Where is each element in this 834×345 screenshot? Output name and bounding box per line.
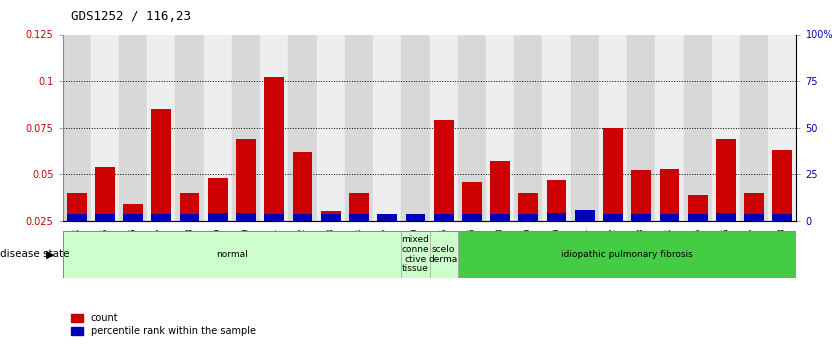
Bar [575,210,595,221]
Bar [631,214,651,221]
Bar [179,214,199,221]
Bar [123,204,143,221]
Text: mixed
conne
ctive
tissue: mixed conne ctive tissue [401,235,430,274]
Bar [405,214,425,221]
Bar [293,214,313,221]
Bar [123,214,143,221]
Bar [373,34,401,221]
Bar [716,139,736,221]
Bar [148,34,175,221]
Bar [599,34,627,221]
Bar [768,34,796,221]
Bar [744,193,764,221]
Bar [232,34,260,221]
Bar [772,150,792,221]
Bar [321,214,340,221]
Bar [486,34,515,221]
Bar [462,182,482,221]
Bar [91,34,119,221]
Bar [434,120,454,221]
Bar [208,213,228,221]
Bar [377,217,397,221]
Bar [603,214,623,221]
Bar [401,34,430,221]
Text: ▶: ▶ [46,249,54,259]
Legend: count, percentile rank within the sample: count, percentile rank within the sample [68,309,259,340]
Bar [519,214,538,221]
Bar [684,34,711,221]
Bar [264,77,284,221]
Bar [603,128,623,221]
Bar [542,34,570,221]
Bar [95,214,115,221]
Bar [546,180,566,221]
Bar [546,213,566,221]
Bar [321,211,340,221]
Bar [631,170,651,221]
Text: normal: normal [216,250,248,259]
Bar [152,109,171,221]
Bar [570,34,599,221]
Bar [67,214,87,221]
Bar [264,214,284,221]
Bar [377,214,397,221]
Bar [688,195,707,221]
Bar [660,169,680,221]
Text: disease state: disease state [0,249,69,259]
Bar [519,193,538,221]
Bar [490,161,510,221]
Bar [119,34,148,221]
Bar [67,193,87,221]
Text: idiopathic pulmonary fibrosis: idiopathic pulmonary fibrosis [561,250,693,259]
Bar [430,231,458,278]
Bar [236,139,256,221]
Bar [688,214,707,221]
Bar [317,34,344,221]
Bar [515,34,542,221]
Bar [711,34,740,221]
Bar [63,231,401,278]
Bar [344,34,373,221]
Bar [203,34,232,221]
Bar [660,214,680,221]
Bar [289,34,317,221]
Bar [63,34,91,221]
Bar [434,214,454,221]
Bar [293,152,313,221]
Bar [430,34,458,221]
Bar [349,214,369,221]
Bar [627,34,656,221]
Bar [95,167,115,221]
Bar [740,34,768,221]
Bar [716,213,736,221]
Text: GDS1252 / 116,23: GDS1252 / 116,23 [71,10,191,23]
Bar [401,231,430,278]
Bar [772,214,792,221]
Bar [208,178,228,221]
Bar [458,34,486,221]
Bar [462,214,482,221]
Bar [152,214,171,221]
Bar [490,214,510,221]
Bar [458,231,796,278]
Bar [236,213,256,221]
Bar [260,34,289,221]
Text: scelo
derma: scelo derma [429,245,458,264]
Bar [744,214,764,221]
Bar [349,193,369,221]
Bar [175,34,203,221]
Bar [179,193,199,221]
Bar [656,34,684,221]
